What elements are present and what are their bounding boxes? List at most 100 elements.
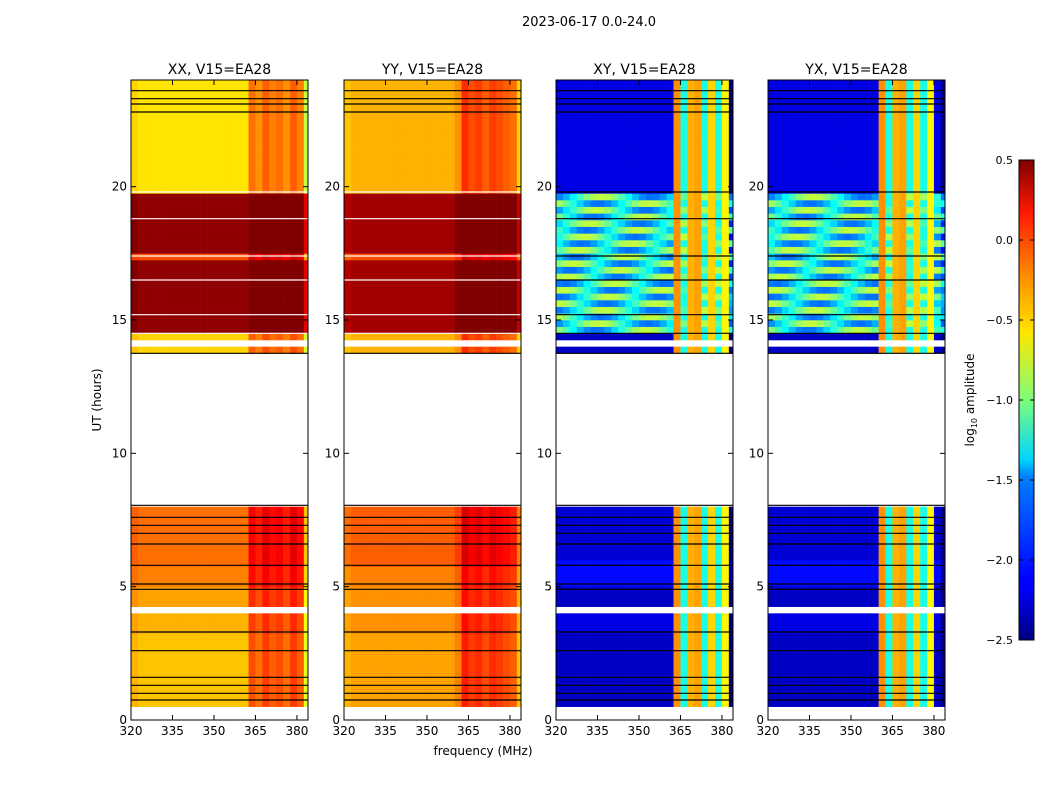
heatmap-cell [200,680,208,687]
heatmap-cell [269,186,277,194]
heatmap-cell [303,233,309,241]
heatmap-cell [193,666,201,674]
heatmap-cell [694,633,702,641]
heatmap-cell [715,693,723,701]
heatmap-cell [468,326,476,334]
heatmap-cell [694,553,702,561]
heatmap-cell [503,280,511,287]
heatmap-cell [296,560,305,567]
heatmap-cell [186,653,194,661]
heatmap-cell [213,553,222,561]
heatmap-cell [576,253,584,261]
heatmap-cell [131,633,139,641]
heatmap-cell [454,193,462,201]
heatmap-cell [645,233,654,241]
heatmap-cell [454,253,462,261]
heatmap-cell [378,260,386,267]
heatmap-cell [708,213,716,221]
heatmap-cell [426,253,435,261]
heatmap-cell [269,253,277,261]
heatmap-cell [461,640,469,647]
heatmap-cell [461,506,469,514]
heatmap-cell [172,106,180,114]
heatmap-cell [509,173,518,181]
heatmap-cell [583,553,591,561]
heatmap-cell [364,260,372,267]
heatmap-cell [255,300,263,307]
heatmap-cell [276,506,284,514]
heatmap-cell [385,240,393,247]
heatmap-cell [172,193,180,201]
heatmap-cell [200,573,208,581]
heatmap-cell [468,660,476,667]
heatmap-cell [131,173,139,181]
heatmap-cell [172,700,180,707]
heatmap-cell [399,506,407,514]
heatmap-cell [179,300,187,307]
heatmap-cell [420,246,428,254]
heatmap-cell [385,80,393,87]
heatmap-cell [172,600,180,607]
heatmap-cell [137,140,146,147]
heatmap-cell [721,246,730,254]
heatmap-cell [385,600,393,607]
heatmap-cell [234,633,242,641]
heatmap-cell [385,93,393,101]
heatmap-cell [618,506,626,514]
heatmap-cell [131,313,139,321]
heatmap-cell [576,613,584,621]
heatmap-cell [248,246,256,254]
heatmap-cell [659,560,667,567]
heatmap-cell [158,653,166,661]
heatmap-cell [131,220,139,227]
heatmap-cell [638,680,647,687]
heatmap-cell [673,586,681,594]
heatmap-cell [276,213,284,221]
heatmap-cell [420,613,428,621]
heatmap-cell [440,553,449,561]
heatmap-cell [652,680,661,687]
heatmap-cell [715,533,723,541]
heatmap-cell [680,680,688,687]
heatmap-cell [583,566,591,574]
heatmap-cell [364,593,372,601]
heatmap-cell [350,600,359,607]
heatmap-cell [378,113,386,121]
heatmap-cell [207,306,215,314]
heatmap-cell [721,240,730,247]
heatmap-cell [200,593,208,601]
heatmap-cell [597,326,605,334]
heatmap-cell [378,346,386,354]
heatmap-cell [213,573,222,581]
heatmap-cell [721,660,730,667]
heatmap-cell [632,300,640,307]
heatmap-cell [715,213,723,221]
heatmap-cell [378,593,386,601]
heatmap-cell [283,566,291,574]
heatmap-cell [399,553,407,561]
heatmap-cell [489,320,497,327]
heatmap-cell [569,546,578,554]
heatmap-cell [496,653,504,661]
heatmap-cell [569,320,578,327]
heatmap-cell [701,533,709,541]
heatmap-cell [576,660,584,667]
heatmap-cell [276,180,284,187]
heatmap-cell [475,213,483,221]
heatmap-cell [151,173,159,181]
heatmap-cell [475,506,483,514]
heatmap-cell [131,106,139,114]
heatmap-cell [461,286,469,294]
heatmap-cell [659,520,667,527]
heatmap-cell [158,226,166,234]
heatmap-cell [399,173,407,181]
heatmap-cell [420,80,428,87]
heatmap-cell [276,326,284,334]
heatmap-cell [186,280,194,287]
heatmap-cell [618,320,626,327]
heatmap-cell [241,186,249,194]
heatmap-cell [556,526,564,534]
heatmap-cell [186,186,194,194]
heatmap-cell [556,620,564,627]
heatmap-cell [283,553,291,561]
